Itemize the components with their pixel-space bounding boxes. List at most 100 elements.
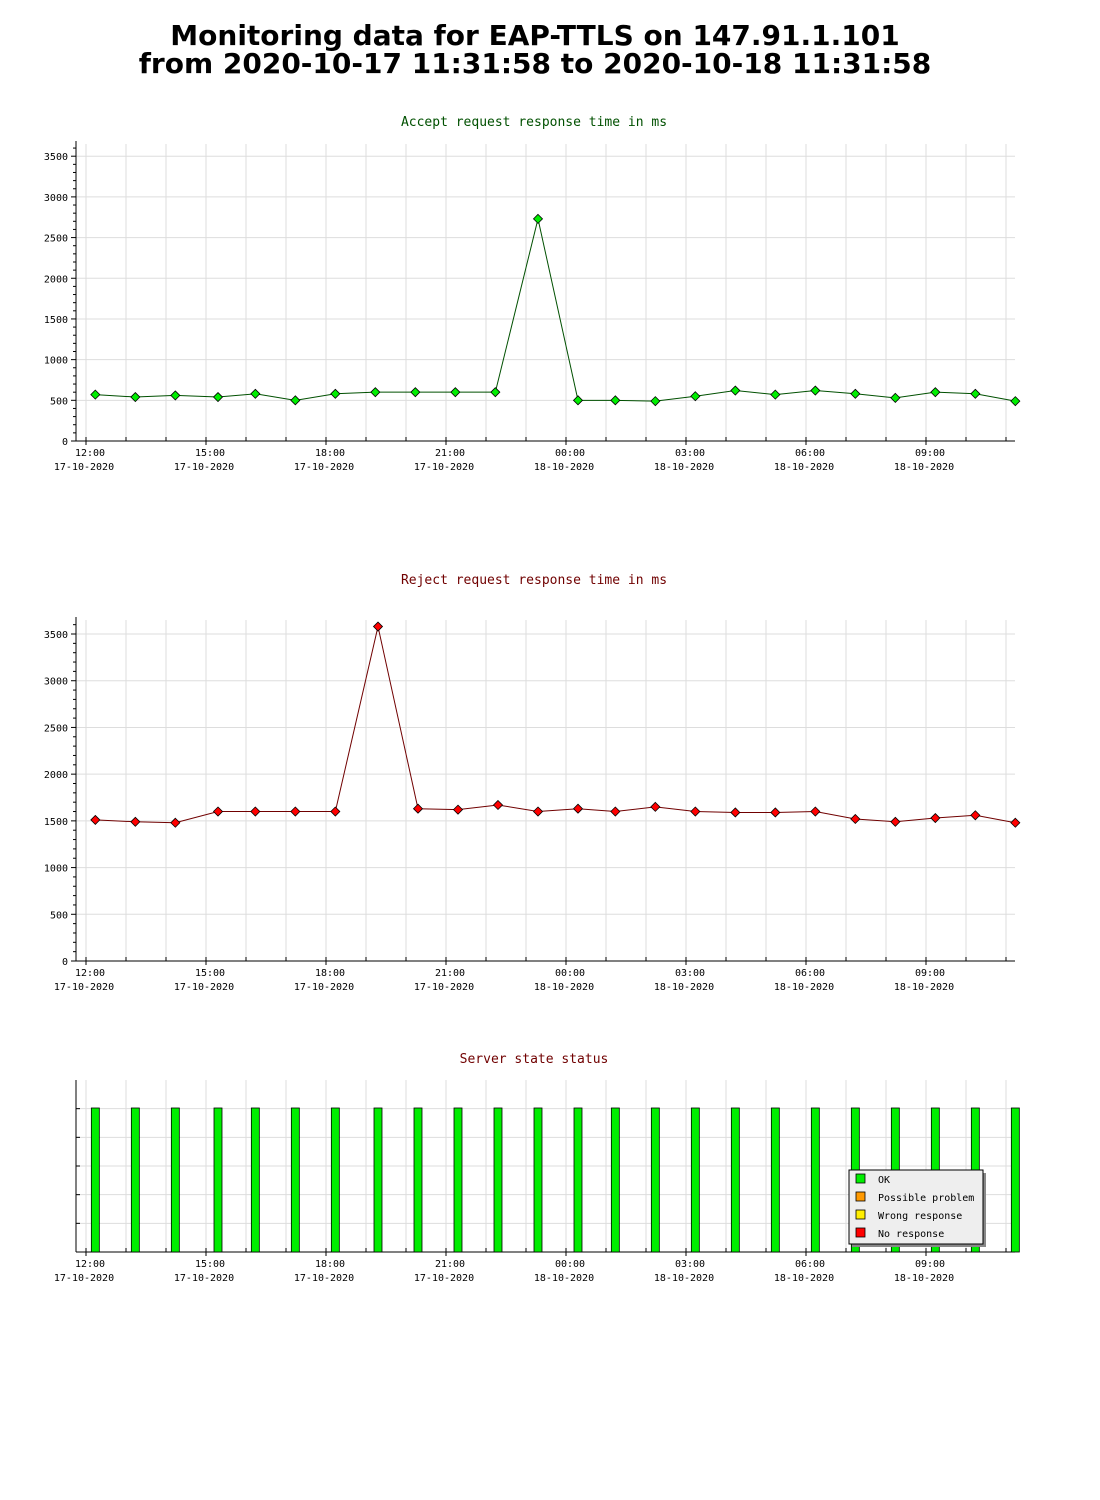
status-bar: [413, 1107, 423, 1253]
data-point: [770, 807, 781, 818]
data-point: [890, 816, 901, 827]
x-tick-date-label: 18-10-2020: [534, 462, 594, 473]
legend: OK Possible problem Wrong response No respo…: [848, 1169, 986, 1247]
data-point: [372, 621, 384, 632]
x-tick-date-label: 18-10-2020: [894, 982, 954, 993]
x-tick-time-label: 03:00: [675, 1259, 705, 1270]
x-tick-time-label: 12:00: [75, 968, 105, 979]
status-bar: [290, 1107, 300, 1253]
status-bar: [213, 1107, 223, 1253]
x-tick-date-label: 17-10-2020: [54, 462, 114, 473]
y-tick-label: 2000: [44, 274, 68, 285]
y-tick-label: 3500: [44, 630, 68, 641]
x-tick-date-label: 18-10-2020: [774, 1273, 834, 1284]
data-point: [572, 803, 584, 814]
y-tick-label: 2500: [44, 234, 68, 245]
x-tick-time-label: 00:00: [555, 448, 585, 459]
x-tick-date-label: 18-10-2020: [774, 982, 834, 993]
x-tick-date-label: 17-10-2020: [174, 1273, 234, 1284]
page-title-line-2: from 2020-10-17 11:31:58 to 2020-10-18 1…: [138, 47, 932, 80]
data-point: [290, 395, 301, 406]
data-point: [1010, 396, 1021, 407]
data-point: [170, 390, 181, 401]
data-point: [850, 388, 861, 399]
y-tick-label: 1500: [44, 817, 68, 828]
data-point: [930, 812, 941, 824]
data-point: [650, 801, 661, 812]
legend-swatch: [855, 1209, 866, 1220]
data-point: [492, 799, 504, 811]
data-point: [690, 806, 701, 817]
status-chart: Server state status 12:00 17-10-2020 15:00 1…: [54, 1052, 1020, 1284]
x-tick-time-label: 15:00: [195, 448, 225, 459]
x-tick-date-label: 18-10-2020: [534, 982, 594, 993]
data-point: [212, 391, 224, 403]
x-tick-date-label: 18-10-2020: [654, 982, 714, 993]
x-tick-date-label: 18-10-2020: [774, 462, 834, 473]
x-tick-time-label: 06:00: [795, 448, 825, 459]
status-bar: [770, 1107, 780, 1253]
x-tick-date-label: 18-10-2020: [654, 1273, 714, 1284]
x-tick-time-label: 18:00: [315, 1259, 345, 1270]
data-point: [412, 803, 424, 814]
data-point: [250, 388, 261, 399]
x-tick-date-label: 17-10-2020: [414, 982, 474, 993]
status-bar: [533, 1107, 543, 1253]
y-tick-label: 0: [62, 957, 68, 968]
data-point: [610, 395, 621, 406]
x-tick-date-label: 17-10-2020: [54, 1273, 114, 1284]
x-tick-time-label: 00:00: [555, 968, 585, 979]
x-tick-time-label: 00:00: [555, 1259, 585, 1270]
x-tick-date-label: 18-10-2020: [894, 462, 954, 473]
data-point: [532, 806, 544, 817]
data-point: [770, 389, 781, 400]
x-tick-time-label: 03:00: [675, 448, 705, 459]
status-bar: [250, 1107, 260, 1253]
y-tick-label: 3000: [44, 677, 68, 688]
series-line: [95, 218, 1016, 402]
data-point: [970, 388, 981, 399]
legend-swatch: [855, 1191, 866, 1202]
status-bar: [330, 1107, 340, 1253]
x-tick-time-label: 21:00: [435, 1259, 465, 1270]
y-tick-label: 3500: [44, 152, 68, 163]
data-point: [970, 810, 981, 821]
x-tick-date-label: 17-10-2020: [294, 1273, 354, 1284]
x-tick-date-label: 17-10-2020: [294, 462, 354, 473]
y-tick-label: 1000: [44, 356, 68, 367]
legend-label: Wrong response: [878, 1211, 962, 1222]
x-tick-time-label: 15:00: [195, 968, 225, 979]
y-tick-label: 0: [62, 437, 68, 448]
x-tick-time-label: 09:00: [915, 968, 945, 979]
data-point: [90, 814, 101, 825]
x-tick-time-label: 06:00: [795, 968, 825, 979]
data-point: [690, 391, 701, 402]
data-point: [212, 806, 224, 817]
chart-title: Server state status: [460, 1052, 609, 1067]
chart-title: Reject request response time in ms: [401, 573, 667, 588]
data-point: [572, 395, 584, 406]
x-tick-date-label: 18-10-2020: [534, 1273, 594, 1284]
status-bar: [170, 1107, 180, 1253]
status-bar: [730, 1107, 740, 1253]
data-point: [610, 806, 621, 817]
data-point: [90, 389, 101, 400]
data-point: [290, 806, 301, 817]
data-point: [850, 813, 861, 825]
status-bar: [1010, 1107, 1020, 1253]
data-point: [810, 806, 821, 817]
status-bar: [690, 1107, 700, 1253]
status-bar: [650, 1107, 660, 1253]
data-point: [650, 396, 661, 407]
data-point: [170, 817, 181, 828]
data-point: [890, 392, 901, 403]
data-point: [330, 806, 341, 817]
x-tick-time-label: 03:00: [675, 968, 705, 979]
x-tick-date-label: 17-10-2020: [414, 462, 474, 473]
x-tick-time-label: 09:00: [915, 1259, 945, 1270]
status-bar: [573, 1107, 583, 1253]
x-tick-time-label: 12:00: [75, 448, 105, 459]
data-point: [452, 804, 464, 815]
legend-label: OK: [878, 1175, 890, 1186]
